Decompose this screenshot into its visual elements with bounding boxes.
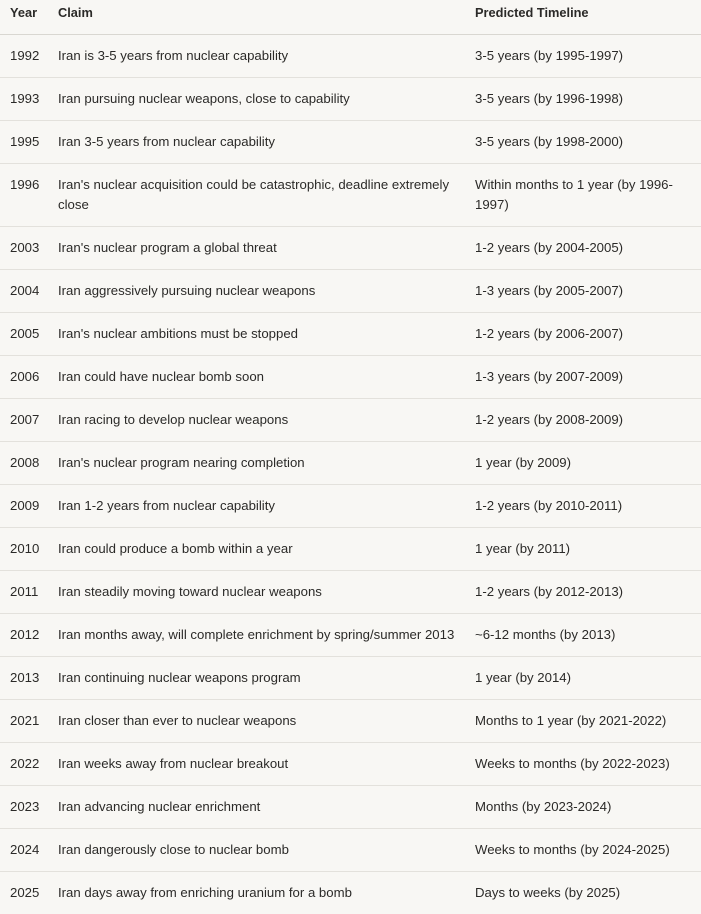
- cell-year: 2011: [10, 584, 39, 599]
- header-claim: Claim: [58, 5, 93, 20]
- cell-timeline: 1-3 years (by 2005-2007): [475, 283, 624, 298]
- cell-claim: Iran 3-5 years from nuclear capability: [58, 134, 275, 149]
- cell-claim: Iran days away from enriching uranium fo…: [58, 885, 352, 900]
- table-row: 1992 Iran is 3-5 years from nuclear capa…: [0, 35, 701, 78]
- cell-year: 2008: [10, 455, 40, 470]
- table-header: Year Claim Predicted Timeline: [0, 0, 701, 35]
- cell-timeline: 1-2 years (by 2012-2013): [475, 584, 624, 599]
- cell-timeline: 1-2 years (by 2010-2011): [475, 498, 623, 513]
- cell-timeline: Weeks to months (by 2022-2023): [475, 756, 670, 771]
- cell-claim: Iran's nuclear program nearing completio…: [58, 455, 305, 470]
- cell-timeline: 1-2 years (by 2004-2005): [475, 240, 624, 255]
- table-row: 2006 Iran could have nuclear bomb soon 1…: [0, 356, 701, 399]
- cell-claim: Iran aggressively pursuing nuclear weapo…: [58, 283, 316, 298]
- cell-claim: Iran continuing nuclear weapons program: [58, 670, 301, 685]
- cell-year: 2023: [10, 799, 40, 814]
- cell-claim: Iran's nuclear ambitions must be stopped: [58, 326, 299, 341]
- table-row: 2010 Iran could produce a bomb within a …: [0, 528, 701, 571]
- cell-timeline: ~6-12 months (by 2013): [475, 627, 616, 642]
- cell-year: 1996: [10, 177, 40, 192]
- cell-timeline: 1-2 years (by 2008-2009): [475, 412, 624, 427]
- table-row: 1996 Iran's nuclear acquisition could be…: [0, 164, 701, 227]
- cell-year: 1993: [10, 91, 40, 106]
- table-row: 1995 Iran 3-5 years from nuclear capabil…: [0, 121, 701, 164]
- cell-claim: Iran closer than ever to nuclear weapons: [58, 713, 297, 728]
- cell-year: 2003: [10, 240, 40, 255]
- cell-year: 2010: [10, 541, 40, 556]
- table-row: 2024 Iran dangerously close to nuclear b…: [0, 829, 701, 872]
- cell-timeline: 1-3 years (by 2007-2009): [475, 369, 624, 384]
- table-row: 2013 Iran continuing nuclear weapons pro…: [0, 657, 701, 700]
- cell-year: 2006: [10, 369, 40, 384]
- table-row: 2025 Iran days away from enriching urani…: [0, 872, 701, 914]
- table-row: 2003 Iran's nuclear program a global thr…: [0, 227, 701, 270]
- table-row: 2011 Iran steadily moving toward nuclear…: [0, 571, 701, 614]
- table-row: 2007 Iran racing to develop nuclear weap…: [0, 399, 701, 442]
- cell-claim: Iran dangerously close to nuclear bomb: [58, 842, 289, 857]
- cell-claim: Iran weeks away from nuclear breakout: [58, 756, 289, 771]
- table-row: 2012 Iran months away, will complete enr…: [0, 614, 701, 657]
- cell-claim: Iran months away, will complete enrichme…: [58, 627, 455, 642]
- cell-year: 2004: [10, 283, 40, 298]
- cell-claim: Iran steadily moving toward nuclear weap…: [58, 584, 322, 599]
- cell-claim: Iran could have nuclear bomb soon: [58, 369, 265, 384]
- cell-year: 2012: [10, 627, 40, 642]
- cell-timeline: 3-5 years (by 1996-1998): [475, 91, 624, 106]
- cell-timeline: Months (by 2023-2024): [475, 799, 612, 814]
- cell-timeline: 3-5 years (by 1995-1997): [475, 48, 624, 63]
- cell-year: 2013: [10, 670, 40, 685]
- cell-claim: Iran pursuing nuclear weapons, close to …: [58, 91, 350, 106]
- table-row: 2022 Iran weeks away from nuclear breako…: [0, 743, 701, 786]
- cell-timeline: 3-5 years (by 1998-2000): [475, 134, 624, 149]
- table-row: 1993 Iran pursuing nuclear weapons, clos…: [0, 78, 701, 121]
- table-row: 2023 Iran advancing nuclear enrichment M…: [0, 786, 701, 829]
- cell-claim: Iran's nuclear program a global threat: [58, 240, 277, 255]
- cell-claim: Iran 1-2 years from nuclear capability: [58, 498, 275, 513]
- cell-year: 1992: [10, 48, 40, 63]
- cell-timeline: 1 year (by 2011): [475, 541, 571, 556]
- cell-year: 2022: [10, 756, 40, 771]
- header-year: Year: [10, 5, 38, 20]
- cell-claim: Iran racing to develop nuclear weapons: [58, 412, 289, 427]
- table-row: 2004 Iran aggressively pursuing nuclear …: [0, 270, 701, 313]
- table-row: 2005 Iran's nuclear ambitions must be st…: [0, 313, 701, 356]
- cell-claim: Iran's nuclear acquisition could be cata…: [58, 177, 450, 212]
- header-timeline: Predicted Timeline: [475, 5, 589, 20]
- cell-claim: Iran advancing nuclear enrichment: [58, 799, 261, 814]
- cell-timeline: Weeks to months (by 2024-2025): [475, 842, 670, 857]
- cell-year: 2007: [10, 412, 40, 427]
- cell-year: 2021: [10, 713, 40, 728]
- cell-timeline: 1 year (by 2014): [475, 670, 572, 685]
- cell-claim: Iran could produce a bomb within a year: [58, 541, 293, 556]
- cell-year: 2005: [10, 326, 40, 341]
- table-row: 2008 Iran's nuclear program nearing comp…: [0, 442, 701, 485]
- cell-timeline: 1-2 years (by 2006-2007): [475, 326, 624, 341]
- cell-timeline: Days to weeks (by 2025): [475, 885, 621, 900]
- cell-timeline: Within months to 1 year (by 1996-1997): [475, 177, 673, 212]
- table-row: 2021 Iran closer than ever to nuclear we…: [0, 700, 701, 743]
- cell-year: 2024: [10, 842, 40, 857]
- cell-claim: Iran is 3-5 years from nuclear capabilit…: [58, 48, 289, 63]
- cell-year: 2025: [10, 885, 40, 900]
- cell-timeline: 1 year (by 2009): [475, 455, 572, 470]
- table-row: 2009 Iran 1-2 years from nuclear capabil…: [0, 485, 701, 528]
- cell-year: 1995: [10, 134, 40, 149]
- cell-timeline: Months to 1 year (by 2021-2022): [475, 713, 667, 728]
- cell-year: 2009: [10, 498, 40, 513]
